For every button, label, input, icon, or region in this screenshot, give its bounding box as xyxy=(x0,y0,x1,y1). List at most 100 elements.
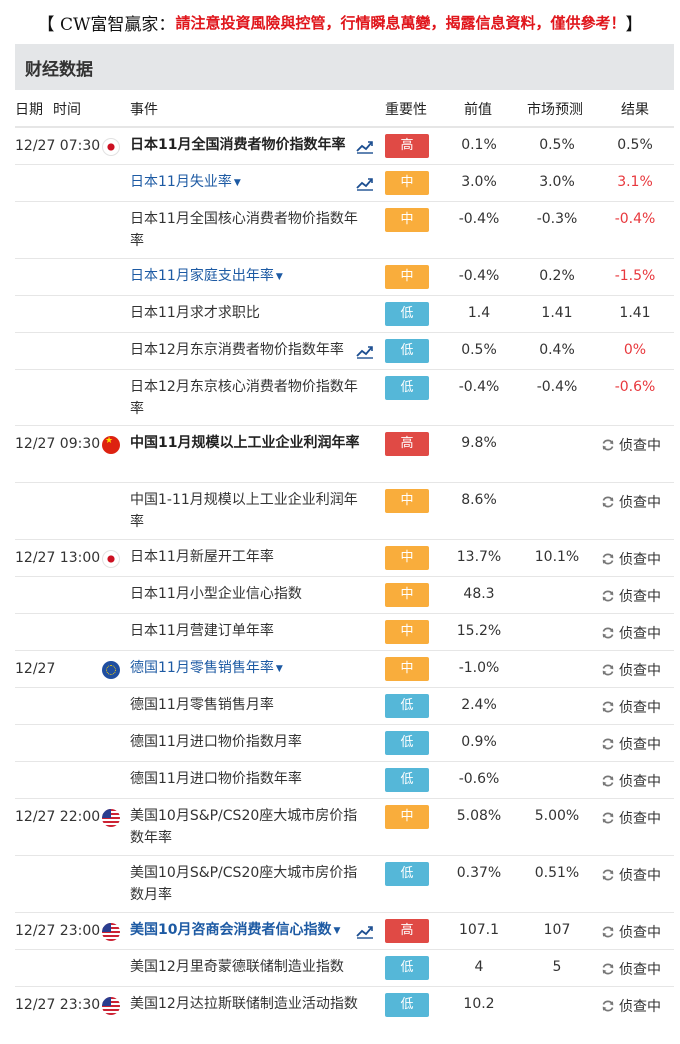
importance-badge: 中 xyxy=(385,546,429,570)
event-label[interactable]: 美国10月咨商会消费者信心指数 xyxy=(130,922,332,938)
previous-value: 1.4 xyxy=(467,305,491,321)
column-header-forecast: 市场预测 xyxy=(527,102,583,118)
pending-label: 侦查中 xyxy=(619,663,661,679)
importance-badge: 低 xyxy=(385,694,429,718)
result-value: 0.5% xyxy=(617,137,653,153)
table-row: 德国11月进口物价指数年率 低 -0.6% 侦查中 xyxy=(15,761,674,798)
event-label: 日本12月东京消费者物价指数年率 xyxy=(130,342,344,358)
previous-value: 5.08% xyxy=(456,808,502,824)
result-value: 0% xyxy=(623,342,647,358)
table-row: 日本11月小型企业信心指数 中 48.3 侦查中 xyxy=(15,576,674,613)
eu-flag-icon xyxy=(102,661,120,679)
line-chart-icon[interactable] xyxy=(356,175,374,191)
pending-status: 侦查中 xyxy=(601,492,661,512)
table-row: 12/27 23:30 美国12月达拉斯联储制造业活动指数 低 10.2 侦查中 xyxy=(15,987,674,1038)
pending-label: 侦查中 xyxy=(619,589,661,605)
forecast-value: 0.5% xyxy=(539,137,575,153)
pending-label: 侦查中 xyxy=(619,999,661,1015)
forecast-value: 0.51% xyxy=(534,865,580,881)
event-label: 中国1-11月规模以上工业企业利润年率 xyxy=(130,492,358,530)
event-group: 12/27 09:30中国11月规模以上工业企业利润年率高9.8%侦查中中国1-… xyxy=(15,425,674,539)
event-label: 美国10月S&P/CS20座大城市房价指数月率 xyxy=(130,865,358,903)
importance-badge: 低 xyxy=(385,731,429,755)
event-time: 12/27 07:30 xyxy=(15,138,101,154)
us-flag-icon xyxy=(102,809,120,827)
importance-badge: 中 xyxy=(385,620,429,644)
event-name[interactable]: 日本11月失业率 ▼ xyxy=(130,171,360,194)
event-name: 美国10月S&P/CS20座大城市房价指数年率 xyxy=(130,805,360,849)
event-name: 德国11月进口物价指数月率 xyxy=(130,731,360,753)
pending-label: 侦查中 xyxy=(619,626,661,642)
previous-value: -0.4% xyxy=(458,211,500,227)
importance-badge: 低 xyxy=(385,339,429,363)
event-time: 12/27 23:30 xyxy=(15,997,101,1013)
previous-value: 8.6% xyxy=(461,492,497,508)
event-time: 12/27 22:00 xyxy=(15,809,101,825)
column-header-event: 事件 xyxy=(130,102,158,118)
event-time: 12/27 09:30 xyxy=(15,436,101,452)
column-header-previous: 前值 xyxy=(464,102,492,118)
previous-value: 2.4% xyxy=(461,697,497,713)
panel-title: 财经数据 xyxy=(15,44,674,90)
importance-badge: 低 xyxy=(385,993,429,1017)
event-name[interactable]: 日本11月家庭支出年率 ▼ xyxy=(130,265,360,288)
result-value: -1.5% xyxy=(614,268,656,284)
event-name[interactable]: 德国11月零售销售年率 ▼ xyxy=(130,657,360,680)
event-name: 日本12月东京消费者物价指数年率 xyxy=(130,339,360,361)
event-name: 中国1-11月规模以上工业企业利润年率 xyxy=(130,489,360,533)
importance-badge: 低 xyxy=(385,376,429,400)
importance-badge: 中 xyxy=(385,489,429,513)
caret-down-icon[interactable]: ▼ xyxy=(275,664,283,674)
event-label: 日本11月全国核心消费者物价指数年率 xyxy=(130,211,358,249)
event-label: 德国11月进口物价指数月率 xyxy=(130,734,302,750)
event-name[interactable]: 美国10月咨商会消费者信心指数 ▼ xyxy=(130,919,360,942)
pending-status: 侦查中 xyxy=(601,586,661,606)
result-value: 1.41 xyxy=(619,305,651,321)
pending-status: 侦查中 xyxy=(601,922,661,942)
event-name: 日本11月小型企业信心指数 xyxy=(130,583,360,605)
event-group: 12/27 13:00 日本11月新屋开工年率中 13.7% 10.1% 侦查中 日本11… xyxy=(15,539,674,650)
importance-badge: 高 xyxy=(385,432,429,456)
caret-down-icon[interactable]: ▼ xyxy=(233,178,241,188)
pending-status: 侦查中 xyxy=(601,549,661,569)
pending-label: 侦查中 xyxy=(619,868,661,884)
table-row: 日本11月失业率 ▼ 中 3.0% 3.0% 3.1% xyxy=(15,164,674,201)
table-row: 12/27 23:00 美国10月咨商会消费者信心指数 ▼ 高 107.1 107 侦查中 xyxy=(15,913,674,949)
refresh-icon xyxy=(601,552,615,566)
event-label[interactable]: 日本11月家庭支出年率 xyxy=(130,268,274,284)
refresh-icon xyxy=(601,774,615,788)
event-label: 日本11月营建订单年率 xyxy=(130,623,274,639)
caret-down-icon[interactable]: ▼ xyxy=(333,926,341,936)
importance-badge: 中 xyxy=(385,208,429,232)
line-chart-icon[interactable] xyxy=(356,343,374,359)
table-row: 日本12月东京消费者物价指数年率 低 0.5% 0.4% 0% xyxy=(15,332,674,369)
forecast-value: 5 xyxy=(552,959,562,975)
event-group: 12/27 23:30 美国12月达拉斯联储制造业活动指数 低 10.2 侦查中 xyxy=(15,986,674,1038)
pending-label: 侦查中 xyxy=(619,925,661,941)
pending-status: 侦查中 xyxy=(601,808,661,828)
column-header-importance: 重要性 xyxy=(385,102,427,118)
event-name: 日本11月新屋开工年率 xyxy=(130,546,360,568)
event-name: 美国12月达拉斯联储制造业活动指数 xyxy=(130,993,360,1015)
result-value: 3.1% xyxy=(617,174,653,190)
table-row: 12/27 09:30 中国11月规模以上工业企业利润年率 高 9.8% 侦查中 xyxy=(15,426,674,482)
table-row: 美国12月里奇蒙德联储制造业指数 低 4 5 侦查中 xyxy=(15,949,674,986)
event-group: 12/27 23:00 美国10月咨商会消费者信心指数 ▼ 高 107.1 107 侦查中美… xyxy=(15,912,674,986)
previous-value: 107.1 xyxy=(458,922,500,938)
event-label[interactable]: 日本11月失业率 xyxy=(130,174,232,190)
result-value: -0.6% xyxy=(614,379,656,395)
previous-value: -0.6% xyxy=(458,771,500,787)
refresh-icon xyxy=(601,438,615,452)
line-chart-icon[interactable] xyxy=(356,923,374,939)
refresh-icon xyxy=(601,868,615,882)
table-header: 日期 时间 事件 重要性 前值 市场预测 结果 xyxy=(15,90,674,127)
result-value: -0.4% xyxy=(614,211,656,227)
previous-value: 0.37% xyxy=(456,865,502,881)
line-chart-icon[interactable] xyxy=(356,138,374,154)
forecast-value: -0.4% xyxy=(536,379,578,395)
event-label[interactable]: 德国11月零售销售年率 xyxy=(130,660,274,676)
importance-badge: 低 xyxy=(385,768,429,792)
event-label: 日本11月小型企业信心指数 xyxy=(130,586,302,602)
caret-down-icon[interactable]: ▼ xyxy=(275,272,283,282)
forecast-value: -0.3% xyxy=(536,211,578,227)
